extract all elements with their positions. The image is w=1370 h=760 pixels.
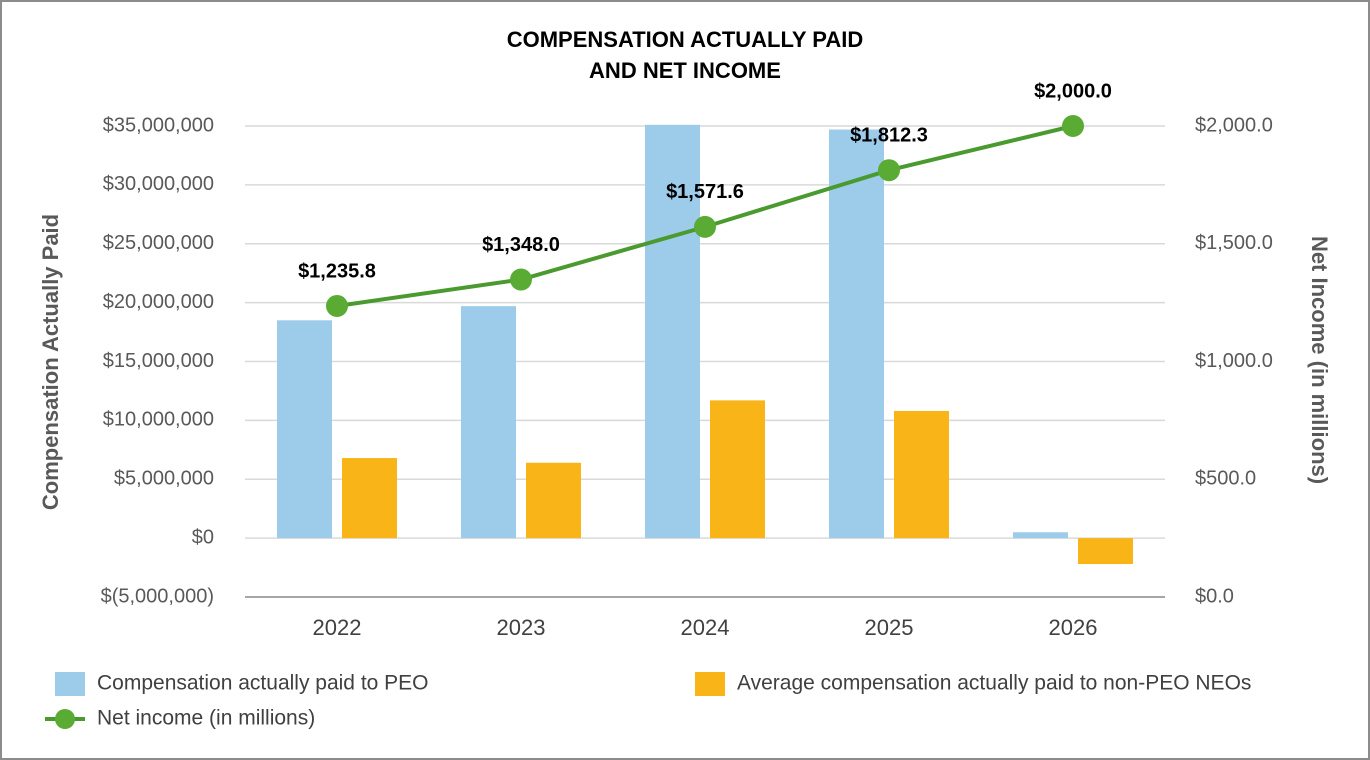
legend-swatch [55,672,85,696]
y2-tick-label: $1,500.0 [1195,232,1273,254]
bar [277,320,332,539]
x-tick-label: 2024 [681,615,730,640]
bar [645,124,700,539]
chart-title: AND NET INCOME [589,58,781,83]
bar [342,458,397,539]
y-tick-label: $30,000,000 [103,173,214,195]
bar [1013,532,1068,539]
data-label: $2,000.0 [1034,80,1112,102]
legend-label: Compensation actually paid to PEO [97,672,429,695]
data-label: $1,812.3 [850,124,928,146]
x-tick-label: 2026 [1049,615,1098,640]
y2-tick-label: $1,000.0 [1195,350,1273,372]
y-tick-label: $10,000,000 [103,409,214,431]
y-tick-label: $0 [192,526,214,548]
y2-tick-label: $500.0 [1195,468,1256,490]
bar [894,410,949,539]
bar [526,462,581,539]
y-tick-label: $35,000,000 [103,114,214,136]
legend-swatch [55,709,75,729]
data-label: $1,571.6 [666,181,744,203]
line-marker [1062,115,1084,137]
line-marker [326,294,348,317]
y2-tick-label: $0.0 [1195,585,1234,607]
x-tick-label: 2022 [313,615,362,640]
data-label: $1,235.8 [298,260,376,282]
y2-tick-label: $2,000.0 [1195,114,1273,136]
line-marker [878,159,900,182]
y-axis-title: Compensation Actually Paid [38,214,63,510]
bar [461,306,516,539]
y-tick-label: $15,000,000 [103,350,214,372]
y-tick-label: $25,000,000 [103,232,214,254]
chart-title: COMPENSATION ACTUALLY PAID [507,27,864,52]
x-tick-label: 2023 [497,615,546,640]
bar [710,400,765,539]
data-label: $1,348.0 [482,234,560,256]
y-tick-label: $5,000,000 [114,468,214,490]
legend-label: Average compensation actually paid to no… [737,672,1251,695]
legend-label: Net income (in millions) [97,707,315,730]
line-marker [694,215,716,238]
bar [1078,538,1133,565]
bar [829,129,884,539]
line-marker [510,268,532,291]
y2-axis-title: Net Income (in millions) [1307,236,1332,484]
y-tick-label: $20,000,000 [103,291,214,313]
legend-swatch [695,672,725,696]
x-tick-label: 2025 [865,615,914,640]
y-tick-label: $(5,000,000) [101,585,214,607]
